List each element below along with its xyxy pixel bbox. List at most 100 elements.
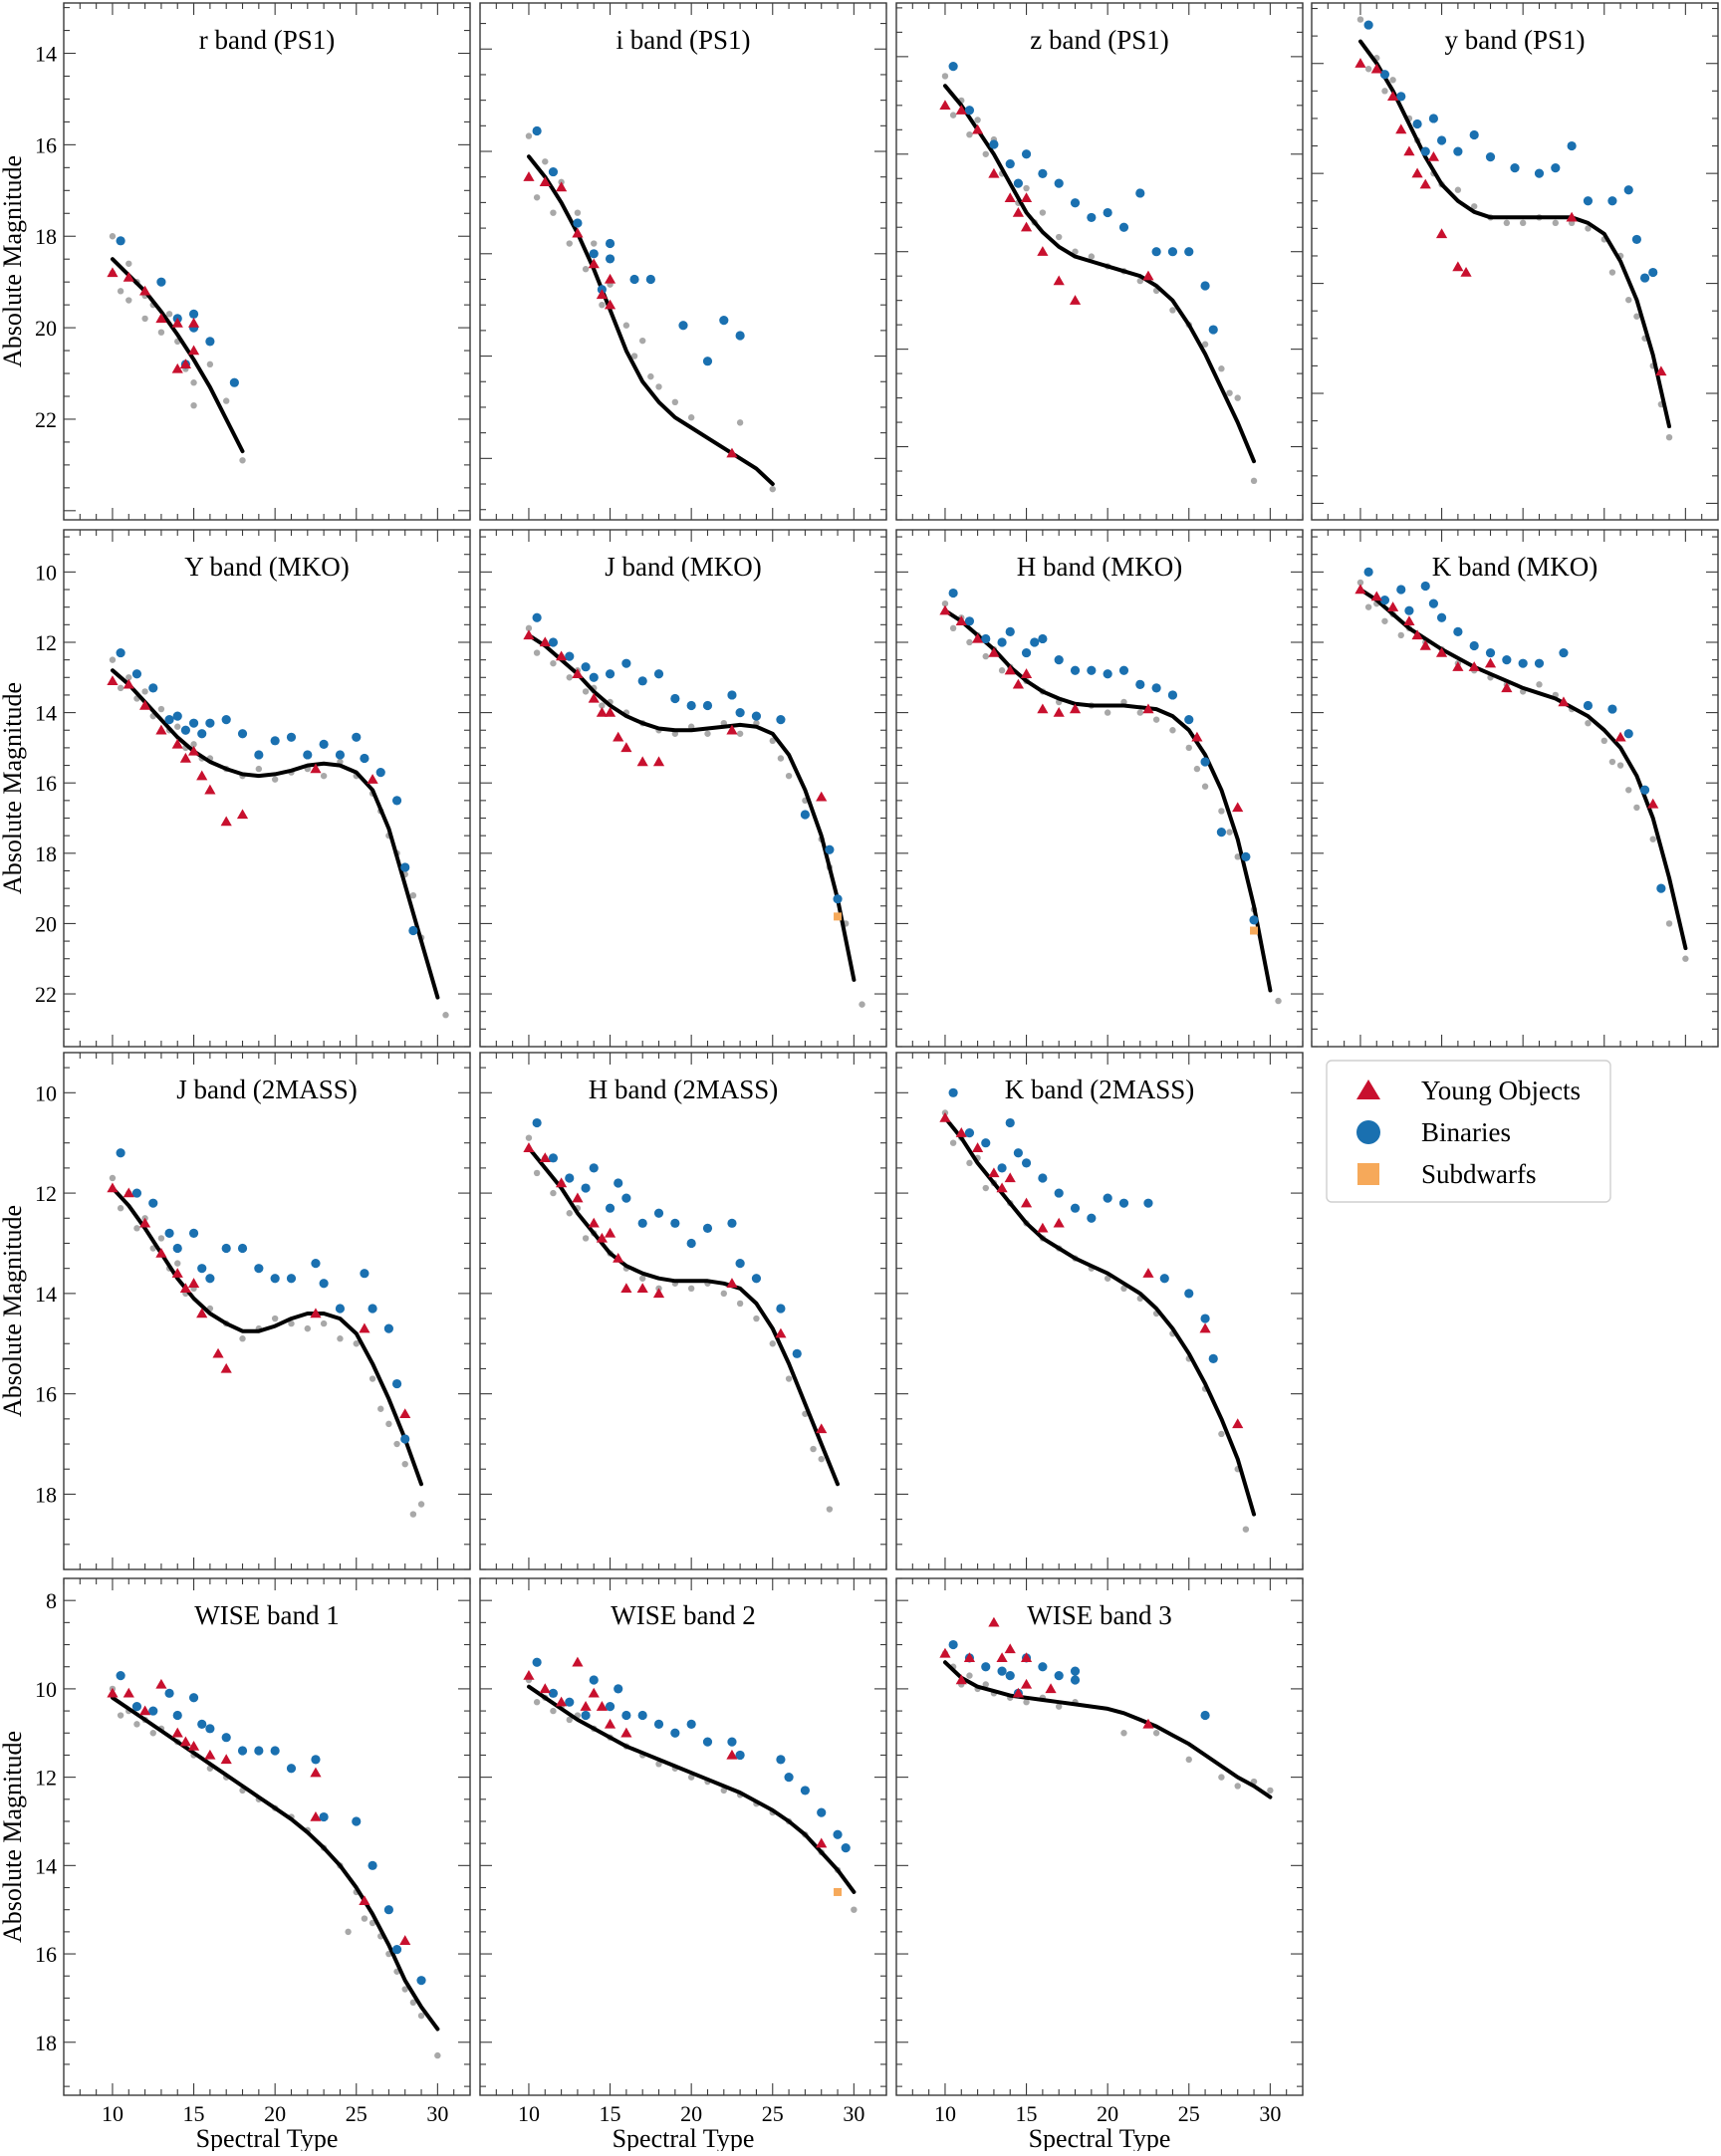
young-object-point [107, 675, 119, 686]
young-object-point [187, 317, 200, 328]
young-object-point [1501, 682, 1513, 693]
field-point [1471, 203, 1478, 210]
y-axis-label: Absolute Magnitude [0, 1205, 27, 1417]
binary-point [1363, 20, 1373, 30]
field-point [966, 130, 973, 138]
binary-point [1038, 168, 1048, 178]
young-object-point [1191, 731, 1203, 742]
field-point [818, 1455, 825, 1463]
fit-curve [111, 1186, 423, 1487]
legend-label-subdwarf: Subdwarfs [1421, 1159, 1537, 1189]
legend-label-young: Young Objects [1421, 1076, 1581, 1105]
young-object-point [1411, 167, 1423, 178]
binary-point [1639, 785, 1650, 795]
young-object-point [604, 1718, 616, 1729]
binary-point [532, 1657, 542, 1667]
y-axis-label: Absolute Magnitude [0, 155, 27, 367]
binary-point [131, 669, 142, 679]
binary-point [1249, 915, 1259, 925]
binary-point [1396, 92, 1406, 102]
field-point [1242, 1526, 1250, 1533]
y-tick-label: 18 [35, 2031, 57, 2055]
field-point [639, 1275, 646, 1282]
legend-marker-binary [1356, 1120, 1380, 1144]
field-point [1185, 744, 1192, 752]
legend-marker-subdwarf [1357, 1163, 1379, 1185]
field-point [345, 1928, 352, 1936]
binary-point [116, 647, 125, 658]
field-point [320, 772, 328, 780]
field-point [1585, 225, 1592, 232]
young-object-point [1020, 221, 1033, 232]
binary-point [1485, 151, 1496, 162]
binary-point [841, 1842, 851, 1853]
binary-point [148, 683, 158, 693]
binary-point [286, 732, 297, 742]
young-object-point [1012, 678, 1024, 689]
binary-point [368, 1304, 377, 1314]
panel-j-band-2mass: 10 12 14 16 18 Absolute Magnitude J band (2MAS… [0, 1052, 471, 1570]
binary-point [589, 249, 599, 259]
binary-point [1200, 757, 1210, 767]
young-object-point [196, 770, 208, 781]
panel-title: z band (PS1) [1030, 25, 1168, 55]
field-point [271, 776, 279, 783]
binary-point [981, 1662, 991, 1672]
binary-point [621, 1710, 631, 1721]
field-point [417, 1501, 425, 1508]
young-object-point [155, 724, 167, 735]
binary-point [237, 1243, 248, 1254]
field-point [1056, 233, 1063, 241]
field-point [109, 1174, 117, 1182]
young-object-point [939, 100, 951, 111]
fit-curve [527, 1684, 857, 1894]
binary-point [197, 1264, 207, 1274]
field-point [239, 457, 246, 464]
y-tick-label: 22 [35, 982, 57, 1007]
young-object-point [988, 1167, 1000, 1178]
legend-label-binary: Binaries [1421, 1117, 1511, 1147]
field-point [1072, 248, 1079, 255]
binary-point [1428, 599, 1438, 608]
field-point [966, 1672, 973, 1679]
binary-point [391, 1378, 402, 1389]
field-point [982, 652, 989, 660]
field-point [769, 737, 776, 745]
binary-point [989, 139, 999, 149]
binary-point [1518, 658, 1528, 668]
binary-point [416, 1976, 426, 1986]
young-object-point [613, 1252, 624, 1263]
young-object-point [988, 167, 1000, 178]
young-object-point [1142, 703, 1154, 714]
young-object-point [588, 692, 600, 703]
young-object-point [1020, 1197, 1033, 1208]
binary-point [1200, 1314, 1210, 1323]
binary-point [1054, 1670, 1064, 1681]
field-point [982, 1184, 989, 1192]
field-point [736, 419, 744, 426]
x-tick-label: 20 [1097, 2101, 1118, 2126]
field-point [704, 730, 711, 737]
young-object-point [155, 313, 167, 324]
x-tick-label: 10 [102, 2101, 123, 2126]
binary-point [172, 1243, 182, 1254]
young-object-point [539, 176, 551, 187]
young-object-point [179, 1736, 191, 1747]
field-point [591, 240, 598, 247]
field-point [1120, 1285, 1127, 1293]
binary-point [1030, 637, 1040, 647]
young-object-point [572, 227, 584, 238]
young-object-point [939, 604, 951, 615]
binary-point [1021, 647, 1032, 658]
field-point [304, 1324, 311, 1332]
binary-point [1363, 567, 1373, 577]
young-object-point [988, 1616, 1000, 1627]
field-point [582, 688, 590, 695]
young-object-point [1403, 145, 1415, 156]
binary-point [1005, 1670, 1015, 1681]
young-object-point [187, 1278, 200, 1288]
binary-point [1103, 1193, 1112, 1203]
binary-point [116, 1148, 125, 1158]
binary-point [131, 1702, 142, 1712]
field-point [785, 1375, 793, 1382]
